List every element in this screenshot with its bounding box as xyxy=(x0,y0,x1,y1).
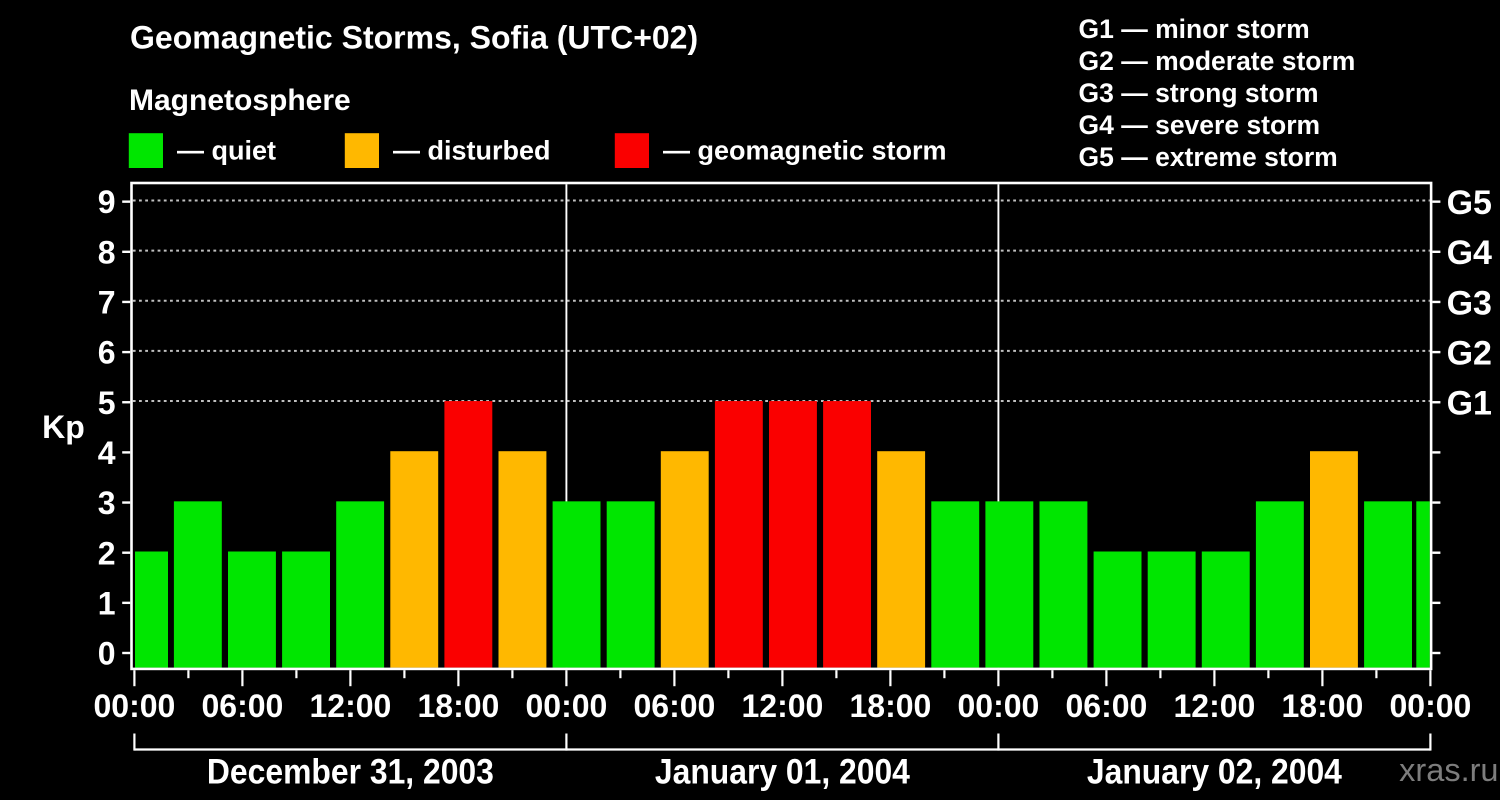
svg-text:Magnetosphere: Magnetosphere xyxy=(129,84,351,117)
svg-text:06:00: 06:00 xyxy=(633,688,715,724)
svg-text:00:00: 00:00 xyxy=(957,688,1039,724)
svg-text:December 31, 2003: December 31, 2003 xyxy=(207,753,494,792)
svg-text:4: 4 xyxy=(98,435,116,471)
svg-text:18:00: 18:00 xyxy=(417,688,499,724)
svg-text:G4: G4 xyxy=(1447,234,1492,272)
svg-text:06:00: 06:00 xyxy=(1065,688,1147,724)
svg-text:06:00: 06:00 xyxy=(201,688,283,724)
svg-text:7: 7 xyxy=(98,285,116,321)
svg-text:18:00: 18:00 xyxy=(1281,688,1363,724)
svg-text:18:00: 18:00 xyxy=(849,688,931,724)
svg-text:G5: G5 xyxy=(1447,184,1492,222)
svg-text:0: 0 xyxy=(98,636,116,672)
svg-text:00:00: 00:00 xyxy=(93,688,175,724)
svg-text:xras.ru: xras.ru xyxy=(1399,752,1498,788)
svg-text:12:00: 12:00 xyxy=(1173,688,1255,724)
svg-text:9: 9 xyxy=(98,184,116,220)
svg-text:12:00: 12:00 xyxy=(309,688,391,724)
svg-text:— disturbed: — disturbed xyxy=(393,136,551,166)
svg-text:— geomagnetic storm: — geomagnetic storm xyxy=(663,136,947,166)
svg-text:January 01, 2004: January 01, 2004 xyxy=(655,753,910,792)
svg-text:6: 6 xyxy=(98,335,116,371)
svg-text:Geomagnetic Storms, Sofia (UTC: Geomagnetic Storms, Sofia (UTC+02) xyxy=(130,20,698,56)
svg-text:5: 5 xyxy=(98,385,116,421)
svg-text:G1: G1 xyxy=(1447,385,1492,423)
svg-text:— quiet: — quiet xyxy=(177,136,276,166)
svg-text:12:00: 12:00 xyxy=(741,688,823,724)
svg-text:8: 8 xyxy=(98,234,116,270)
svg-text:1: 1 xyxy=(98,585,116,621)
svg-text:G3: G3 xyxy=(1447,284,1492,322)
svg-text:2: 2 xyxy=(98,535,116,571)
svg-text:Kp: Kp xyxy=(42,409,85,445)
svg-text:00:00: 00:00 xyxy=(525,688,607,724)
svg-text:G4 — severe storm: G4 — severe storm xyxy=(1079,110,1321,140)
svg-text:January 02, 2004: January 02, 2004 xyxy=(1087,753,1342,792)
svg-text:G2: G2 xyxy=(1447,335,1492,373)
svg-text:G5 — extreme storm: G5 — extreme storm xyxy=(1079,142,1338,172)
svg-text:3: 3 xyxy=(98,485,116,521)
svg-text:G1 — minor storm: G1 — minor storm xyxy=(1079,14,1310,44)
svg-text:G3 — strong storm: G3 — strong storm xyxy=(1079,78,1319,108)
svg-text:G2 — moderate storm: G2 — moderate storm xyxy=(1079,46,1356,76)
svg-text:00:00: 00:00 xyxy=(1389,688,1471,724)
